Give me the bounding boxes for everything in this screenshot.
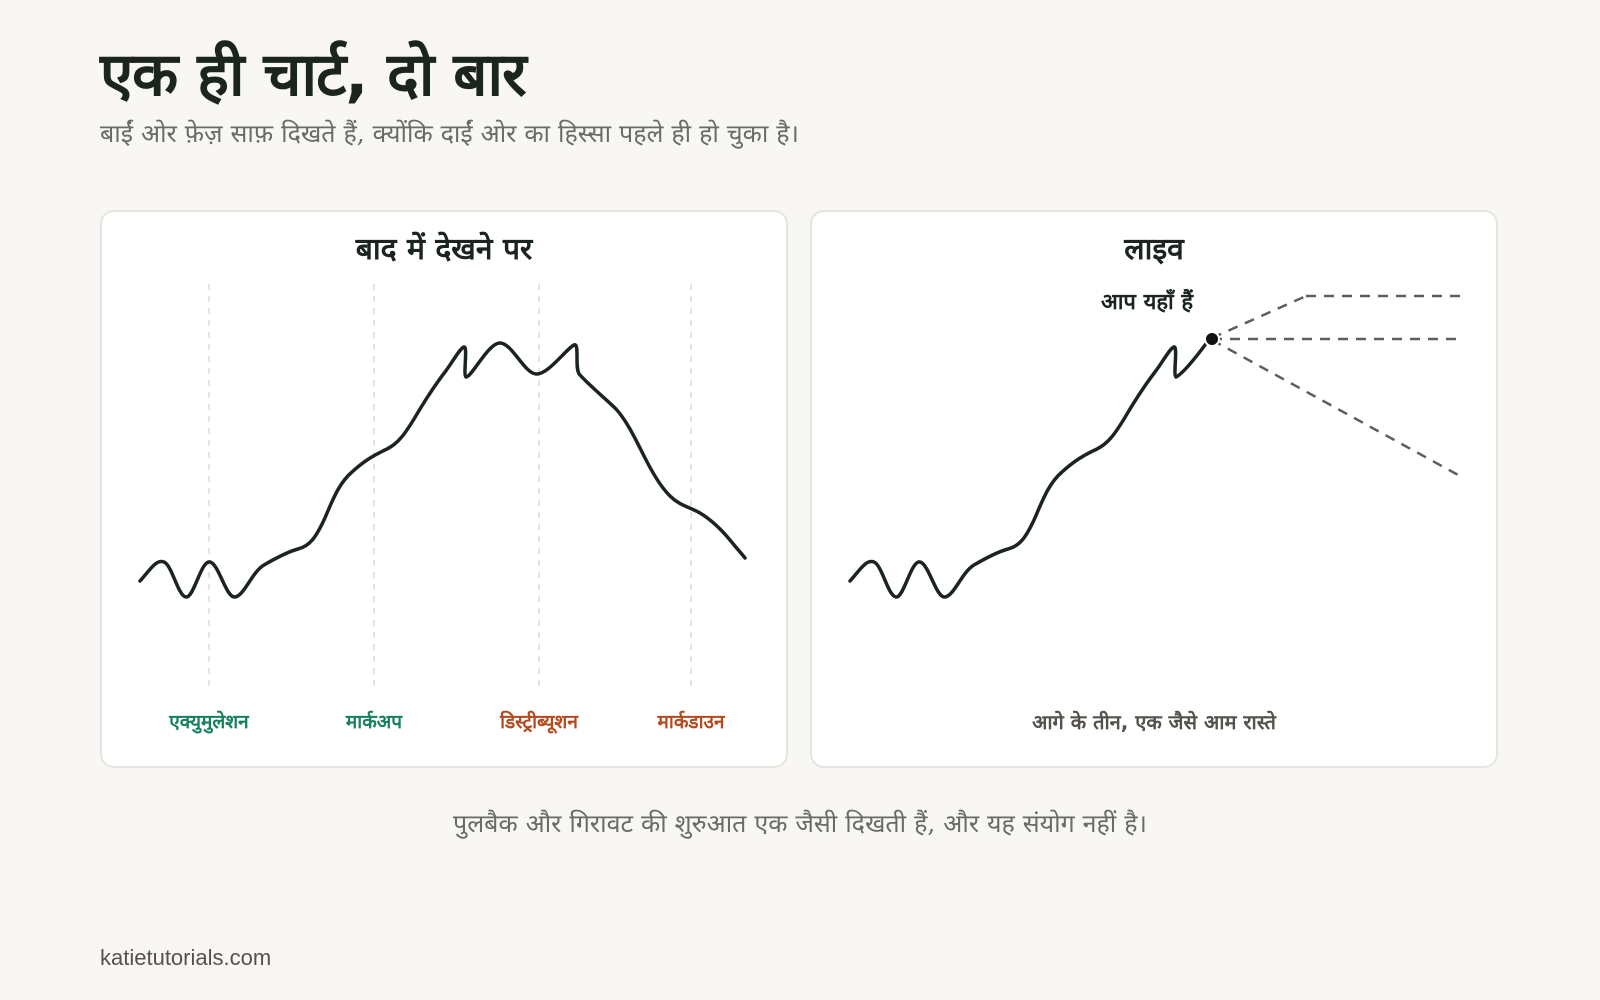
you-are-here-label: आप यहाँ हैं [1100, 290, 1194, 315]
price-line [848, 339, 1210, 599]
current-position-marker [1204, 331, 1220, 347]
hindsight-chart [138, 284, 747, 688]
paths-caption: आगे के तीन, एक जैसे आम रास्ते [1032, 710, 1276, 734]
page-title: एक ही चार्ट, दो बार [100, 40, 527, 110]
projection-path-up [1211, 294, 1307, 340]
live-chart [848, 294, 1461, 599]
live-panel: लाइव आप यहाँ हैं आगे के तीन, एक जैसे आम … [810, 210, 1498, 768]
live-panel-title: लाइव [1124, 232, 1184, 267]
phase-label-markup: मार्कअप [345, 711, 403, 733]
hindsight-panel: बाद में देखने पर एक्युमुलेशन मार्कअप डिस… [100, 210, 788, 768]
phase-label-markdown: मार्कडाउन [657, 711, 725, 733]
phase-label-distribution: डिस्ट्रीब्यूशन [500, 711, 578, 733]
price-line [138, 341, 747, 599]
projection-path-down [1211, 338, 1461, 478]
hindsight-panel-title: बाद में देखने पर [355, 232, 533, 267]
phase-label-accumulation: एक्युमुलेशन [169, 711, 249, 733]
footer-note: पुलबैक और गिरावट की शुरुआत एक जैसी दिखती… [453, 809, 1147, 838]
site-credit: katietutorials.com [100, 945, 272, 970]
page-subtitle: बाईं ओर फ़ेज़ साफ़ दिखते हैं, क्योंकि दा… [100, 119, 800, 148]
